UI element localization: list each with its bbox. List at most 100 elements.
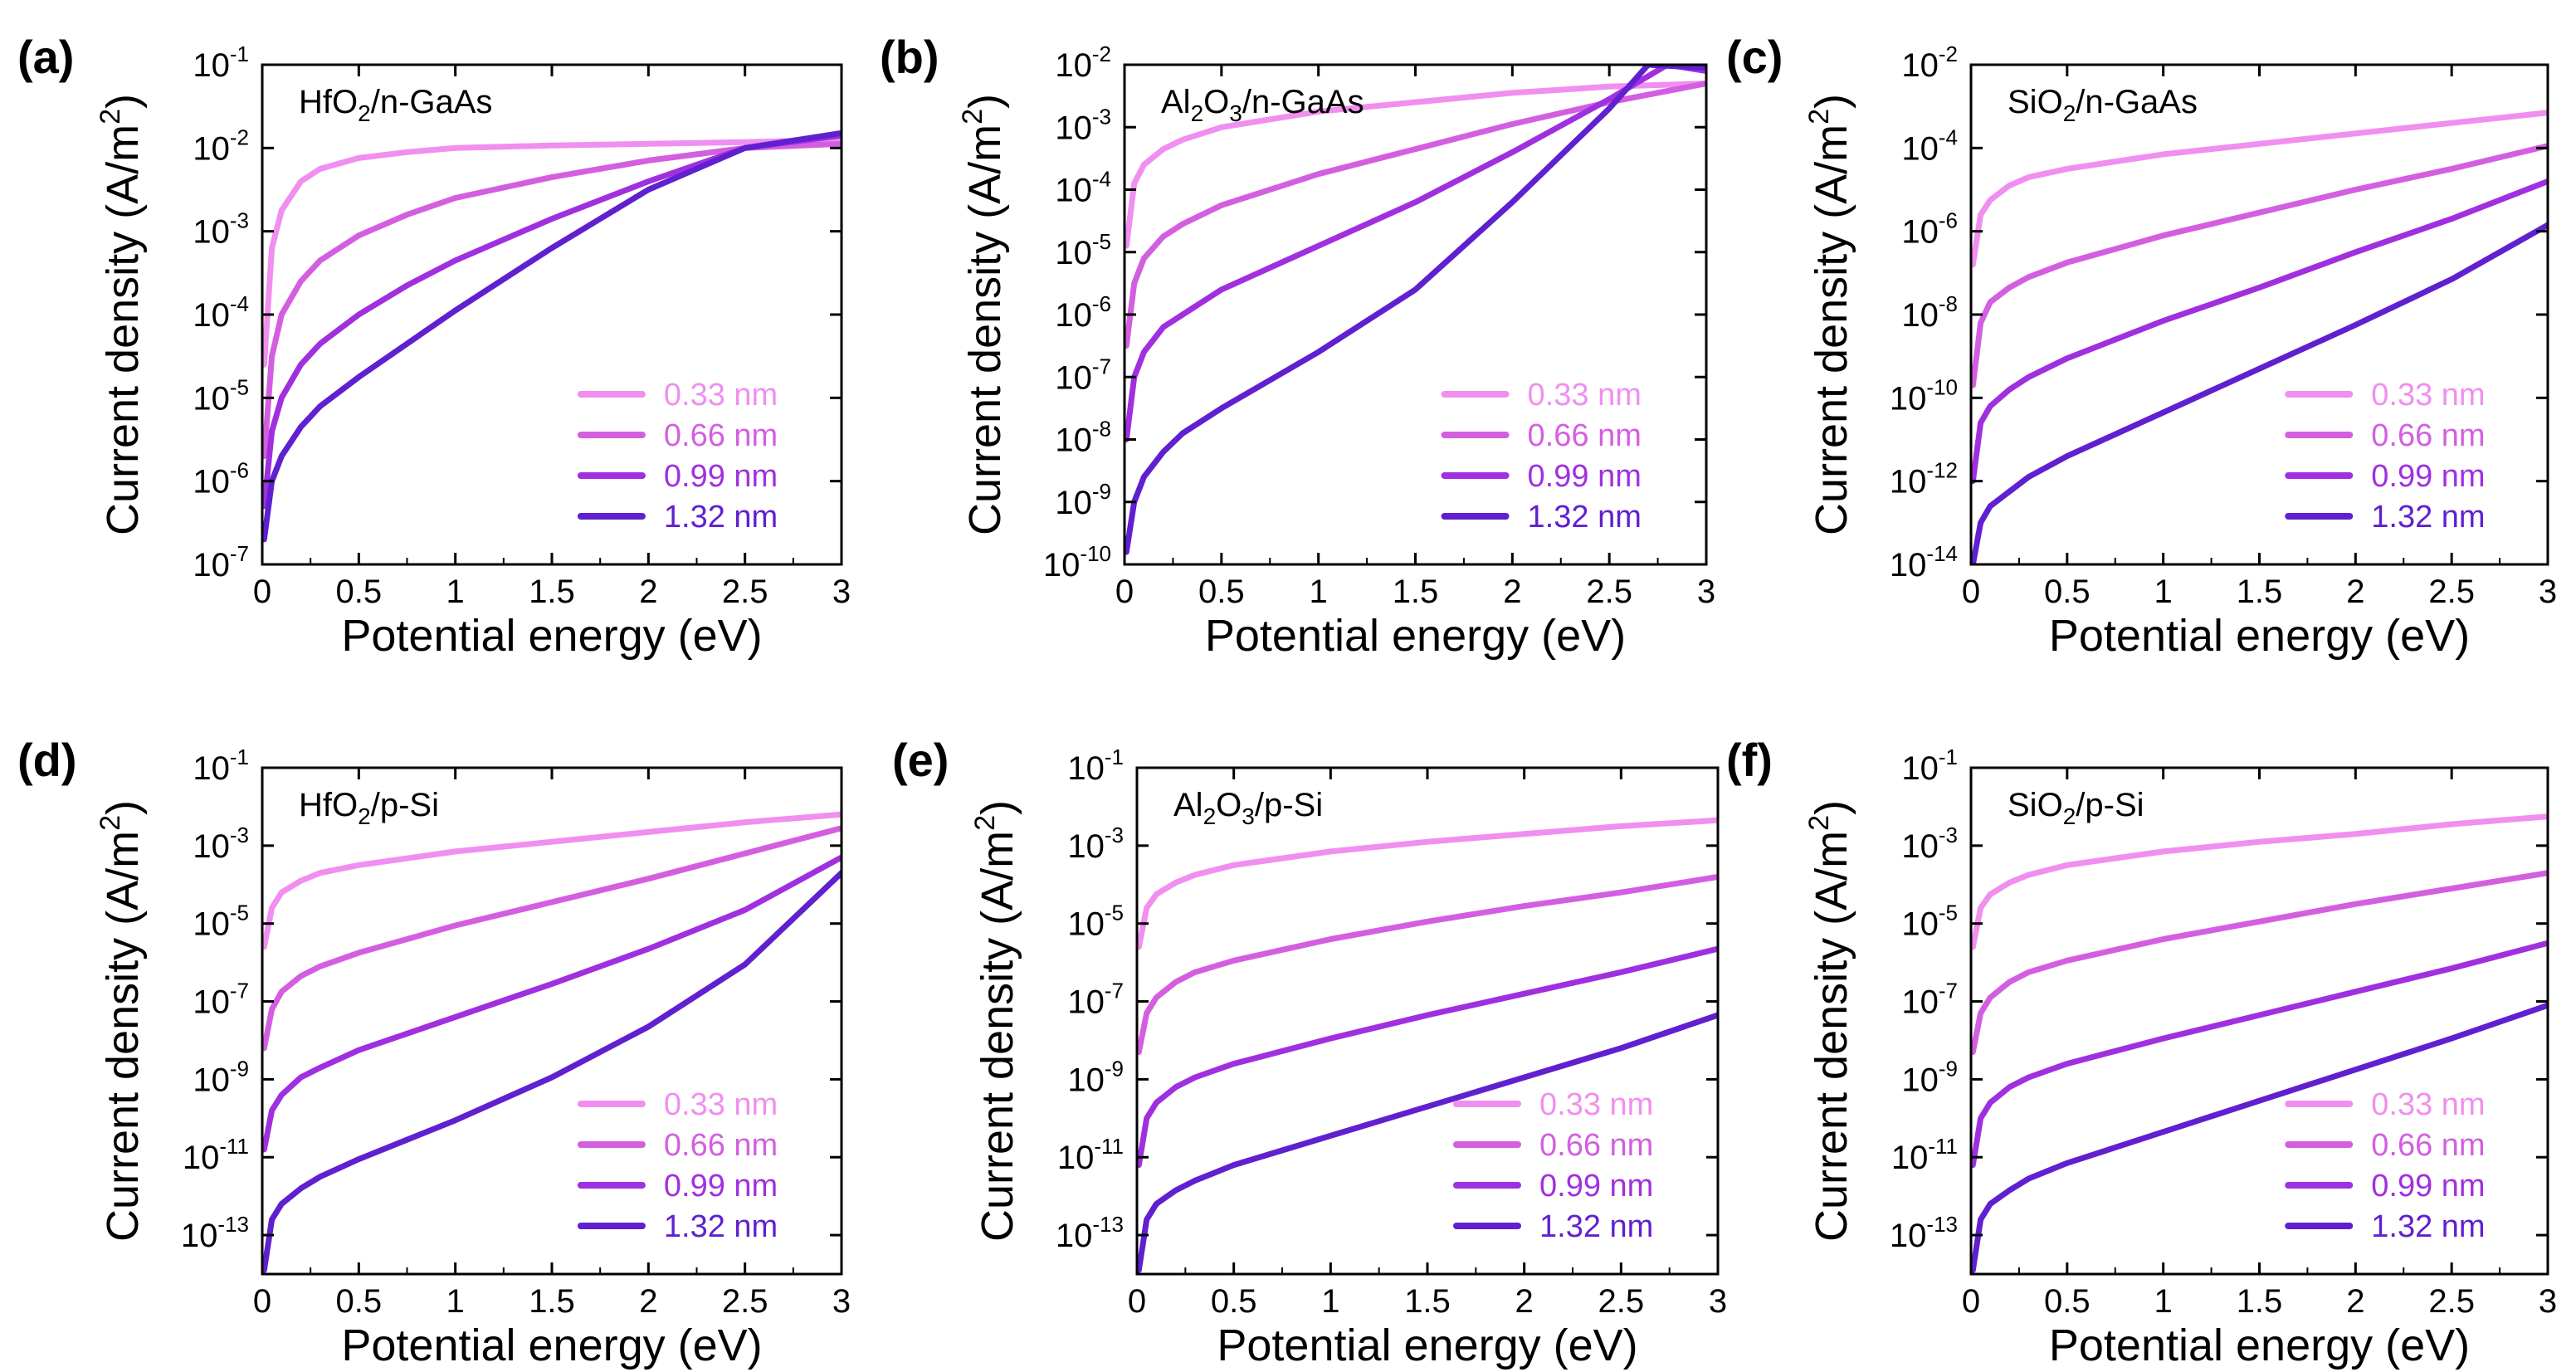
x-tick-label: 0 xyxy=(1962,574,1980,610)
series-line-1-32-nm xyxy=(262,870,842,1273)
y-tick-label: 10-1 xyxy=(193,42,249,84)
y-tick-label: 10-11 xyxy=(1057,1134,1124,1176)
x-axis-label: Potential energy (eV) xyxy=(2049,1321,2470,1370)
y-tick-label: 10-1 xyxy=(1067,745,1124,787)
x-tick-label: 2 xyxy=(639,1283,657,1320)
curves xyxy=(262,129,842,543)
y-axis-label: Current density (A/m2) xyxy=(1803,800,1856,1242)
y-tick-label: 10-1 xyxy=(1901,745,1958,787)
x-axis-label: Potential energy (eV) xyxy=(2049,611,2470,661)
legend-label: 0.66 nm xyxy=(1528,418,1642,453)
legend-label: 0.33 nm xyxy=(2371,1087,2485,1122)
panel-letter: (a) xyxy=(17,31,74,83)
x-tick-label: 0 xyxy=(253,1283,271,1320)
legend-label: 0.66 nm xyxy=(664,1128,778,1163)
x-tick-label: 1.5 xyxy=(2237,574,2283,610)
x-tick-label: 2 xyxy=(2346,574,2364,610)
y-tick-label: 10-7 xyxy=(1901,979,1958,1021)
x-tick-label: 0.5 xyxy=(336,574,383,610)
material-label: SiO2/p-Si xyxy=(2008,787,2144,829)
legend-label: 0.33 nm xyxy=(1528,378,1642,413)
x-tick-label: 1.5 xyxy=(1393,574,1439,610)
x-tick-label: 1.5 xyxy=(1404,1283,1451,1320)
curves xyxy=(1137,817,1718,1273)
series-line-0-66-nm xyxy=(1137,873,1718,1055)
x-tick-label: 2.5 xyxy=(722,1283,768,1320)
panel-a: 0 0.5 1 1.5 2 2.5 3 10-7 10-6 10-5 10-4 10-3 10-2 10-… xyxy=(17,31,851,661)
material-label: Al2O3/n-GaAs xyxy=(1161,84,1364,126)
y-tick-label: 10-9 xyxy=(1055,479,1111,521)
series-line-0-33-nm xyxy=(1971,813,2548,950)
y-tick-label: 10-1 xyxy=(193,745,249,787)
x-tick-label: 2.5 xyxy=(722,574,768,610)
legend-label: 0.66 nm xyxy=(2371,1128,2485,1163)
curves xyxy=(262,811,842,1273)
series-line-1-32-nm xyxy=(1971,1002,2548,1273)
series-line-1-32-nm xyxy=(262,129,842,543)
panel-letter: (b) xyxy=(880,31,939,83)
series-line-0-33-nm xyxy=(1125,81,1706,249)
curves xyxy=(1125,65,1706,555)
y-tick-label: 10-6 xyxy=(193,458,249,500)
y-tick-label: 10-9 xyxy=(193,1056,249,1098)
legend-label: 0.33 nm xyxy=(664,1087,778,1122)
y-tick-label: 10-3 xyxy=(1901,823,1958,865)
x-tick-label: 0 xyxy=(253,574,271,610)
y-tick-label: 10-13 xyxy=(181,1212,249,1254)
x-tick-label: 2 xyxy=(2346,1283,2364,1320)
x-tick-label: 1.5 xyxy=(2237,1283,2283,1320)
y-tick-label: 10-2 xyxy=(1901,42,1958,84)
y-axis-label: Current density (A/m2) xyxy=(95,800,148,1242)
x-tick-label: 0.5 xyxy=(336,1283,383,1320)
x-tick-label: 1 xyxy=(446,1283,465,1320)
legend-label: 0.99 nm xyxy=(664,459,778,494)
y-tick-label: 10-7 xyxy=(1067,979,1124,1021)
y-tick-label: 10-8 xyxy=(1055,417,1111,459)
material-label: SiO2/n-GaAs xyxy=(2008,84,2198,126)
legend-label: 0.99 nm xyxy=(1528,459,1642,494)
y-tick-label: 10-11 xyxy=(183,1134,249,1176)
x-tick-label: 1.5 xyxy=(529,1283,575,1320)
y-tick-label: 10-5 xyxy=(1901,901,1958,943)
x-tick-label: 2.5 xyxy=(2428,1283,2475,1320)
y-tick-label: 10-14 xyxy=(1890,541,1958,583)
x-tick-label: 0 xyxy=(1128,1283,1146,1320)
x-tick-label: 1 xyxy=(2154,1283,2173,1320)
x-tick-label: 3 xyxy=(1697,574,1715,610)
panel-letter: (e) xyxy=(892,734,949,786)
series-line-0-33-nm xyxy=(262,136,842,368)
series-line-0-66-nm xyxy=(1971,870,2548,1055)
series-line-0-99-nm xyxy=(1971,940,2548,1169)
panel-b: 0 0.5 1 1.5 2 2.5 3 10-10 10-9 10-8 10-7 10-6 10-5 10… xyxy=(880,31,1715,661)
series-line-0-99-nm xyxy=(262,854,842,1153)
y-tick-label: 10-4 xyxy=(1055,167,1111,209)
y-tick-label: 10-4 xyxy=(1901,125,1958,167)
y-tick-label: 10-3 xyxy=(1067,823,1124,865)
y-axis-label: Current density (A/m2) xyxy=(957,94,1010,535)
y-tick-label: 10-5 xyxy=(1055,229,1111,271)
legend-label: 0.99 nm xyxy=(1539,1169,1653,1204)
legend-label: 1.32 nm xyxy=(2371,500,2485,535)
series-line-0-33-nm xyxy=(1971,110,2548,268)
x-tick-label: 2 xyxy=(639,574,657,610)
y-tick-label: 10-8 xyxy=(1901,291,1958,334)
legend-label: 0.66 nm xyxy=(1539,1128,1653,1163)
y-tick-label: 10-3 xyxy=(193,823,249,865)
y-tick-label: 10-13 xyxy=(1890,1212,1958,1254)
legend-label: 1.32 nm xyxy=(1528,500,1642,535)
y-tick-label: 10-7 xyxy=(193,541,249,583)
panel-f: 0 0.5 1 1.5 2 2.5 3 10-13 10-11 10-9 10-7 10-5 10-3 1… xyxy=(1726,734,2557,1370)
legend-label: 1.32 nm xyxy=(2371,1209,2485,1244)
x-tick-label: 1 xyxy=(1310,574,1328,610)
material-label: HfO2/p-Si xyxy=(299,787,439,829)
panel-letter: (f) xyxy=(1726,734,1773,786)
x-axis-label: Potential energy (eV) xyxy=(1217,1321,1637,1370)
y-tick-label: 10-5 xyxy=(193,901,249,943)
y-axis-label: Current density (A/m2) xyxy=(969,800,1022,1242)
x-tick-label: 0 xyxy=(1962,1283,1980,1320)
y-tick-label: 10-5 xyxy=(1067,901,1124,943)
curves xyxy=(1971,110,2548,564)
x-tick-label: 3 xyxy=(832,574,851,610)
legend-label: 0.66 nm xyxy=(664,418,778,453)
